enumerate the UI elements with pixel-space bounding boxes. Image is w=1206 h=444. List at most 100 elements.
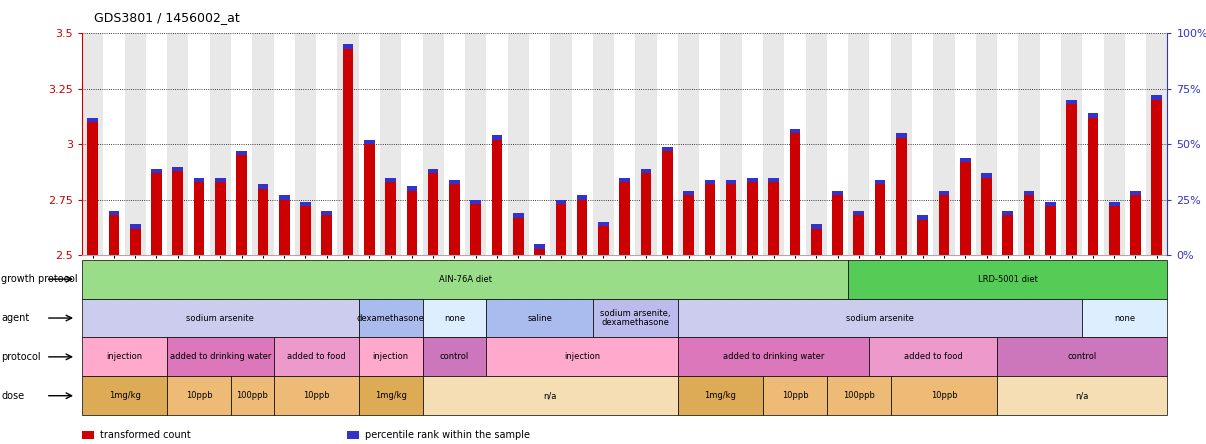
Text: 1mg/kg: 1mg/kg (704, 391, 737, 400)
Bar (598, 222, 609, 226)
Bar (874, 184, 885, 255)
Bar (322, 211, 332, 215)
Bar (810, 229, 821, 255)
Bar (763, 33, 784, 255)
Bar (322, 215, 332, 255)
Bar (1024, 191, 1035, 195)
Bar (252, 33, 274, 255)
Text: control: control (440, 353, 469, 361)
Bar (874, 180, 885, 184)
Bar (656, 33, 678, 255)
Bar (449, 184, 459, 255)
Text: injection: injection (373, 353, 409, 361)
Bar (470, 204, 481, 255)
Bar (534, 249, 545, 255)
Bar (768, 178, 779, 182)
Bar (960, 162, 971, 255)
Text: 1mg/kg: 1mg/kg (109, 391, 141, 400)
Bar (380, 33, 402, 255)
Text: none: none (444, 313, 466, 322)
Bar (896, 133, 907, 138)
Bar (620, 182, 630, 255)
Bar (316, 33, 338, 255)
Bar (406, 191, 417, 255)
Bar (1002, 211, 1013, 215)
Bar (662, 151, 673, 255)
Bar (1088, 118, 1099, 255)
Bar (726, 184, 737, 255)
Bar (215, 178, 226, 182)
Bar (87, 122, 98, 255)
Bar (726, 180, 737, 184)
Bar (1002, 215, 1013, 255)
Bar (1130, 191, 1141, 195)
Text: n/a: n/a (544, 391, 557, 400)
Bar (1061, 33, 1082, 255)
Text: added to drinking water: added to drinking water (170, 353, 271, 361)
Bar (194, 178, 204, 182)
Bar (1066, 104, 1077, 255)
Bar (896, 138, 907, 255)
Bar (933, 33, 955, 255)
Bar (742, 33, 763, 255)
Bar (172, 171, 183, 255)
Text: sodium arsenite: sodium arsenite (847, 313, 914, 322)
Bar (784, 33, 806, 255)
Bar (955, 33, 976, 255)
Bar (938, 195, 949, 255)
Bar (1088, 113, 1099, 118)
Bar (640, 173, 651, 255)
Text: protocol: protocol (1, 352, 41, 362)
Text: control: control (1067, 353, 1097, 361)
Bar (1066, 100, 1077, 104)
Bar (82, 33, 104, 255)
Bar (556, 204, 566, 255)
Bar (636, 33, 656, 255)
Bar (1103, 33, 1125, 255)
Bar (1152, 100, 1163, 255)
Bar (194, 182, 204, 255)
Bar (832, 195, 843, 255)
Bar (492, 140, 503, 255)
Bar (640, 169, 651, 173)
Bar (109, 215, 119, 255)
Bar (1130, 195, 1141, 255)
Bar (232, 33, 252, 255)
Bar (1024, 195, 1035, 255)
Bar (854, 211, 865, 215)
Bar (300, 206, 311, 255)
Text: 1mg/kg: 1mg/kg (375, 391, 406, 400)
Bar (810, 224, 821, 229)
Bar (704, 184, 715, 255)
Text: AIN-76A diet: AIN-76A diet (439, 275, 492, 284)
Bar (1152, 95, 1163, 100)
Bar (593, 33, 614, 255)
Bar (891, 33, 912, 255)
Text: dose: dose (1, 391, 24, 401)
Text: added to food: added to food (287, 353, 345, 361)
Bar (210, 33, 232, 255)
Bar (870, 33, 891, 255)
Bar (1046, 206, 1055, 255)
Bar (912, 33, 933, 255)
Bar (704, 180, 715, 184)
Bar (385, 182, 396, 255)
Bar (279, 195, 289, 200)
Text: none: none (1114, 313, 1135, 322)
Bar (614, 33, 636, 255)
Bar (699, 33, 720, 255)
Text: 10ppb: 10ppb (303, 391, 329, 400)
Bar (576, 200, 587, 255)
Bar (790, 129, 801, 133)
Bar (1108, 202, 1119, 206)
Text: LRD-5001 diet: LRD-5001 diet (978, 275, 1037, 284)
Bar (470, 200, 481, 204)
Bar (827, 33, 848, 255)
Bar (960, 158, 971, 162)
Text: injection: injection (106, 353, 142, 361)
Bar (1108, 206, 1119, 255)
Bar (684, 195, 693, 255)
Bar (513, 213, 523, 218)
Text: 10ppb: 10ppb (186, 391, 212, 400)
Text: 10ppb: 10ppb (781, 391, 808, 400)
